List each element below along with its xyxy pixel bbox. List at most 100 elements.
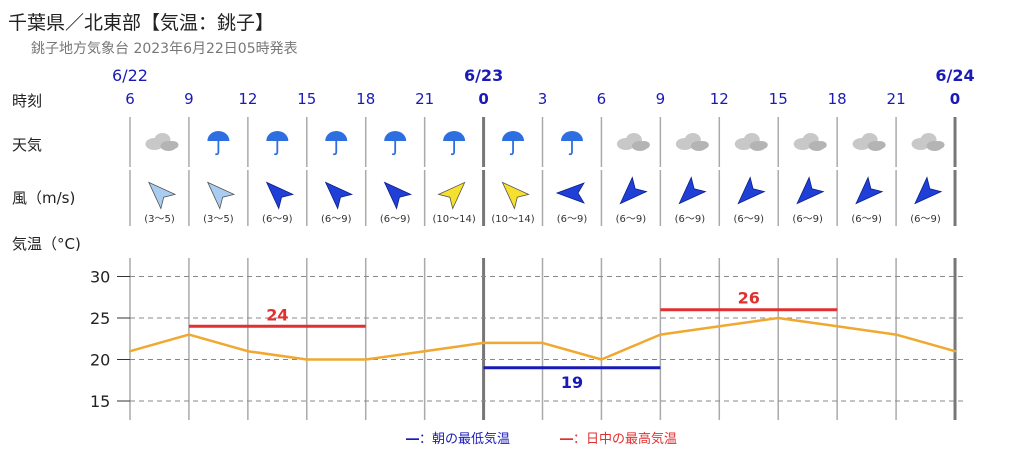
umbrella-canopy [560,131,583,141]
rain-umbrella-icon [443,131,466,156]
legend-max: ―：日中の最高気温 [560,428,677,447]
umbrella-canopy [502,131,525,141]
wind-arrow-icon [206,181,236,210]
cloud-part [637,141,650,149]
hour-label: 3 [538,90,548,108]
wind-arrow-icon [796,176,825,205]
hour-label: 6 [597,90,607,108]
cloudy-icon [145,133,179,151]
wind-arrow-shape [206,181,236,210]
y-tick-label: 15 [90,392,110,411]
legend-max-marker: ― [560,432,573,447]
wind-arrow-shape [737,176,766,205]
temperature-point [718,325,721,328]
cloud-part [755,141,768,149]
hour-label: 0 [478,90,488,108]
umbrella-canopy [443,131,466,141]
legend-max-label: ：日中の最高気温 [573,432,678,447]
wind-arrow-icon [737,176,766,205]
wind-speed-label: (6〜9) [321,214,352,225]
max-temp-label: 26 [738,289,760,308]
wind-arrow-shape [914,176,943,205]
umbrella-hook [450,151,456,156]
temperature-point [659,333,662,336]
temperature-point [600,358,603,361]
cloudy-icon [616,133,650,151]
temperature-point [541,341,544,345]
cloudy-icon [793,133,827,151]
y-tick-label: 30 [90,268,110,287]
cloud-part [166,141,179,149]
legend-min-label: ：朝の最低気温 [419,432,511,447]
row-label-weather: 天気 [12,136,42,154]
temperature-point [364,358,367,361]
temperature-point [953,350,957,353]
wind-arrow-shape [383,181,412,210]
cloud-part [873,141,886,149]
wind-arrow-shape [678,176,707,205]
row-label-wind: 風（m/s) [12,189,75,207]
row-label-time: 時刻 [12,92,42,110]
temperature-point [128,350,132,353]
cloud-part [814,141,827,149]
rain-umbrella-icon [207,131,230,156]
hour-label: 6 [125,90,135,108]
cloud-part [932,141,945,149]
min-temp-label: 19 [561,373,583,392]
y-tick-label: 25 [90,309,110,328]
wind-arrow-shape [796,176,825,205]
wind-speed-label: (6〜9) [910,214,941,225]
wind-arrow-shape [855,176,884,205]
wind-arrow-shape [148,181,177,210]
rain-umbrella-icon [325,131,348,156]
temperature-point [187,333,191,336]
rain-umbrella-icon [560,131,583,156]
wind-arrow-shape [501,181,530,210]
hour-label: 15 [297,90,316,108]
hour-label: 9 [184,90,194,108]
wind-speed-label: (10〜14) [491,214,534,225]
umbrella-hook [391,151,397,156]
wind-arrow-shape [324,181,354,210]
cloudy-icon [734,133,768,151]
page-title: 千葉県／北東部【気温：銚子】 [8,12,275,34]
wind-arrow-shape [265,181,295,210]
temperature-point [482,341,485,345]
umbrella-canopy [384,131,407,141]
wind-speed-label: (6〜9) [262,214,293,225]
umbrella-canopy [207,131,230,141]
hour-label: 18 [356,90,375,108]
temperature-point [894,333,898,336]
wind-speed-label: (6〜9) [851,214,882,225]
legend-min: ―：朝の最低気温 [406,428,510,447]
cloudy-icon [675,133,709,151]
y-tick-label: 20 [90,351,110,370]
wind-arrow-icon [914,176,943,205]
wind-speed-label: (3〜5) [203,214,234,225]
wind-arrow-icon [383,181,412,210]
umbrella-hook [274,151,279,156]
legend-min-marker: ― [406,432,419,447]
wind-arrow-icon [678,176,707,205]
wind-speed-label: (6〜9) [733,214,764,225]
wind-speed-label: (6〜9) [557,214,588,225]
wind-arrow-icon [437,181,466,210]
hour-label: 12 [710,90,729,108]
wind-arrow-icon [555,182,585,204]
temperature-point [777,316,780,320]
row-label-temperature: 気温（°C) [12,235,81,253]
temperature-point [835,325,839,328]
rain-umbrella-icon [266,131,289,156]
temperature-point [423,350,426,353]
hour-label: 0 [950,90,960,108]
umbrella-hook [215,151,220,156]
cloud-part [696,141,709,149]
hour-label: 12 [238,90,257,108]
wind-speed-label: (10〜14) [432,214,475,225]
date-label: 6/24 [935,66,974,85]
umbrella-hook [509,151,514,156]
umbrella-canopy [325,131,348,141]
umbrella-hook [568,151,573,156]
date-label: 6/22 [112,66,148,85]
wind-speed-label: (6〜9) [675,214,706,225]
